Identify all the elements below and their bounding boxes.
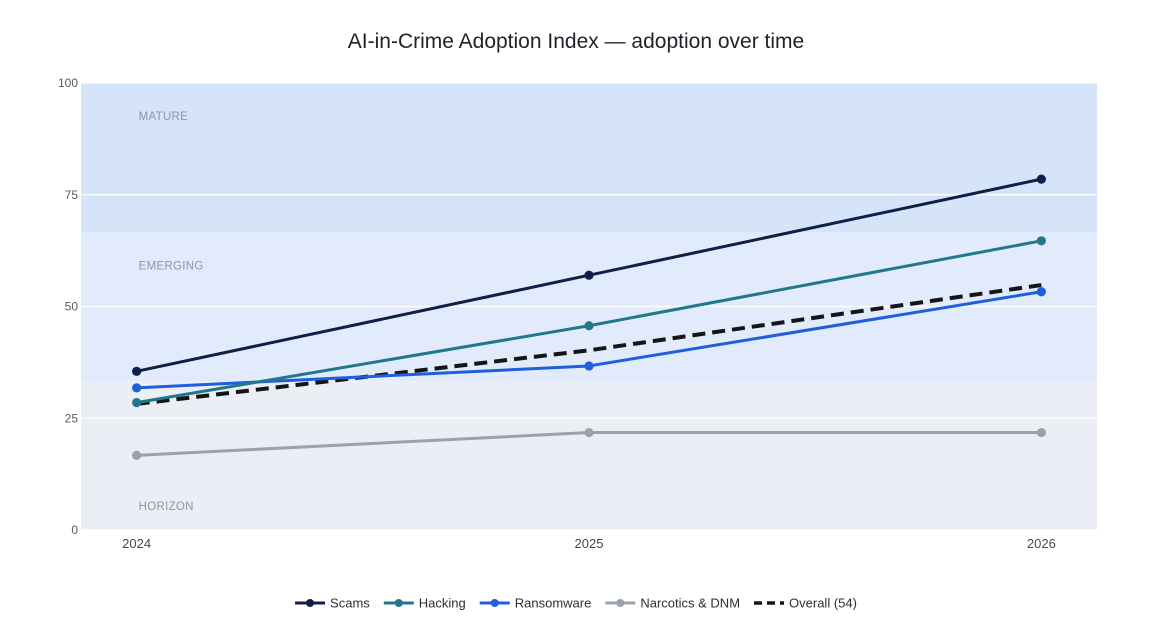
x-tick-label: 2025 xyxy=(575,536,604,551)
series-hacking xyxy=(132,236,1046,408)
band-label: MATURE xyxy=(139,111,189,123)
series-overall-54- xyxy=(136,283,1042,406)
legend-label: Ransomware xyxy=(515,596,592,611)
legend-marker xyxy=(490,599,499,607)
data-point[interactable] xyxy=(584,270,594,280)
series-narcotics-dnm xyxy=(132,427,1046,460)
grid-layer xyxy=(81,82,1097,531)
legend-label: Overall (54) xyxy=(789,596,857,611)
data-point[interactable] xyxy=(1036,236,1046,246)
series-line xyxy=(136,283,1042,406)
legend-marker xyxy=(394,599,403,607)
band-horizon xyxy=(81,381,1097,530)
legend-label: Narcotics & DNM xyxy=(640,596,740,611)
legend-item-hacking[interactable]: Hacking xyxy=(383,596,466,611)
y-tick-label: 25 xyxy=(65,411,79,425)
series-ransomware xyxy=(132,287,1046,393)
y-tick-label: 0 xyxy=(71,523,78,537)
data-point[interactable] xyxy=(584,427,594,438)
y-tick-label: 75 xyxy=(65,188,79,202)
data-point[interactable] xyxy=(132,383,142,393)
y-axis: 0 25 50 75 100 xyxy=(58,76,78,537)
x-axis: 2024 2025 2026 xyxy=(122,536,1056,551)
legend-label: Scams xyxy=(330,596,370,611)
data-point[interactable] xyxy=(132,450,142,460)
series-layer xyxy=(132,174,1046,460)
y-tick-label: 100 xyxy=(58,76,78,90)
data-point[interactable] xyxy=(1036,174,1046,184)
band-label: HORIZON xyxy=(139,501,194,513)
data-point[interactable] xyxy=(1036,287,1046,297)
legend-item-scams[interactable]: Scams xyxy=(295,596,370,611)
data-point[interactable] xyxy=(1036,427,1046,438)
legend-marker xyxy=(306,599,315,607)
legend-item-ransomware[interactable]: Ransomware xyxy=(479,596,592,611)
x-tick-label: 2026 xyxy=(1027,536,1056,551)
band-label-layer: HORIZON EMERGING MATURE xyxy=(139,111,204,513)
data-point[interactable] xyxy=(584,321,594,331)
data-point[interactable] xyxy=(132,398,142,408)
legend-label: Hacking xyxy=(419,596,466,611)
band-label: EMERGING xyxy=(139,260,204,272)
chart-title: AI-in-Crime Adoption Index — adoption ov… xyxy=(348,30,804,53)
series-scams xyxy=(132,174,1046,376)
legend-item-narcotics-dnm[interactable]: Narcotics & DNM xyxy=(605,596,740,611)
data-point[interactable] xyxy=(584,361,594,371)
legend-marker xyxy=(616,599,625,607)
y-tick-label: 50 xyxy=(65,300,79,314)
data-point[interactable] xyxy=(132,366,142,376)
band-mature xyxy=(81,83,1097,233)
x-tick-label: 2024 xyxy=(122,536,151,551)
legend[interactable]: Scams Hacking Ransomware Narcotics & DNM Ove… xyxy=(295,596,857,611)
legend-item-overall-54-[interactable]: Overall (54) xyxy=(754,596,857,611)
